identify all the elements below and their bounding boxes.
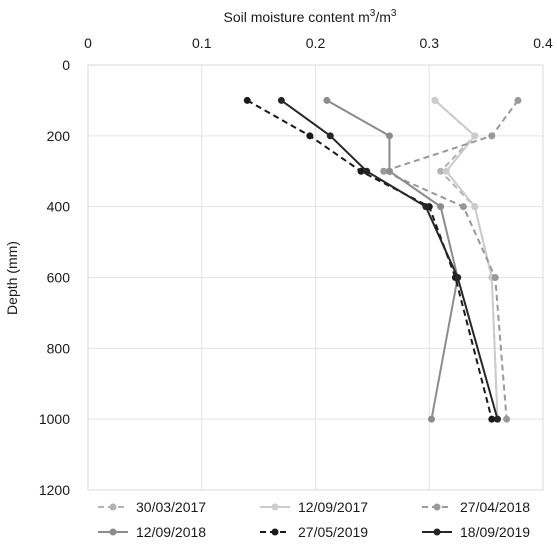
legend-marker	[109, 528, 117, 536]
data-point	[385, 132, 393, 140]
legend-label: 27/04/2018	[460, 499, 530, 515]
data-point	[454, 274, 462, 281]
data-point	[471, 132, 479, 140]
x-tick-label: 0.4	[533, 35, 553, 51]
legend-item: 30/03/2017	[98, 499, 206, 515]
data-point	[488, 415, 496, 423]
series-2	[431, 96, 501, 423]
y-tick-label: 1200	[39, 482, 70, 498]
legend-label: 18/09/2019	[460, 524, 530, 540]
data-point	[514, 96, 522, 104]
legend-item: 27/05/2019	[260, 524, 368, 540]
data-point	[431, 96, 439, 104]
data-point	[357, 167, 365, 175]
legend-label: 12/09/2017	[298, 499, 368, 515]
legend-label: 12/09/2018	[136, 524, 206, 540]
x-tick-labels: 0 0.1 0.2 0.3 0.4	[84, 35, 553, 51]
data-point	[459, 203, 467, 211]
series-line	[326, 99, 459, 420]
series-layer	[243, 96, 522, 423]
legend-marker	[271, 528, 279, 536]
y-tick-label: 600	[47, 270, 71, 286]
legend-label: 27/05/2019	[298, 524, 368, 540]
series-4	[323, 96, 462, 423]
data-point	[306, 132, 314, 140]
y-axis-title: Depth (mm)	[4, 241, 20, 315]
legend-marker	[433, 528, 441, 536]
y-tick-label: 1000	[39, 411, 70, 427]
y-tick-label: 0	[62, 57, 70, 73]
x-tick-label: 0.1	[192, 35, 212, 51]
x-axis-title: Soil moisture content m3/m3	[224, 8, 397, 25]
legend-marker	[271, 503, 279, 511]
y-tick-label: 200	[47, 128, 71, 144]
legend-label: 30/03/2017	[136, 499, 206, 515]
data-point	[494, 415, 501, 423]
series-line	[434, 99, 499, 420]
data-point	[437, 167, 445, 175]
plot-frame	[87, 64, 544, 491]
data-point	[488, 132, 496, 140]
data-point	[326, 132, 334, 140]
x-tick-label: 0	[84, 35, 92, 51]
data-point	[243, 96, 251, 104]
legend-item: 18/09/2019	[422, 524, 530, 540]
data-point	[323, 96, 331, 104]
legend: 30/03/2017 12/09/2017 27/04/2018 12/09/2018…	[98, 499, 530, 540]
data-point	[277, 96, 285, 104]
legend-item: 27/04/2018	[422, 499, 530, 515]
data-point	[503, 415, 511, 423]
data-point	[422, 203, 430, 211]
y-tick-label: 400	[47, 199, 71, 215]
data-point	[442, 167, 450, 175]
series-3	[380, 96, 522, 423]
series-line	[380, 99, 519, 420]
data-point	[428, 415, 436, 423]
data-point	[385, 167, 393, 175]
data-point	[437, 203, 445, 211]
y-tick-labels: 0 200 400 600 800 1000 1200	[39, 57, 70, 498]
legend-marker	[433, 503, 441, 511]
x-tick-label: 0.3	[420, 35, 440, 51]
legend-marker	[109, 503, 117, 511]
x-tick-label: 0.2	[306, 35, 326, 51]
series-5	[243, 96, 496, 423]
legend-item: 12/09/2017	[260, 499, 368, 515]
legend-item: 12/09/2018	[98, 524, 206, 540]
data-point	[471, 203, 479, 211]
y-tick-label: 800	[47, 340, 71, 356]
data-point	[491, 274, 499, 281]
series-line	[280, 99, 499, 420]
series-6	[277, 96, 501, 423]
grid-lines	[87, 64, 544, 491]
data-point	[363, 167, 371, 175]
data-point	[380, 167, 388, 175]
